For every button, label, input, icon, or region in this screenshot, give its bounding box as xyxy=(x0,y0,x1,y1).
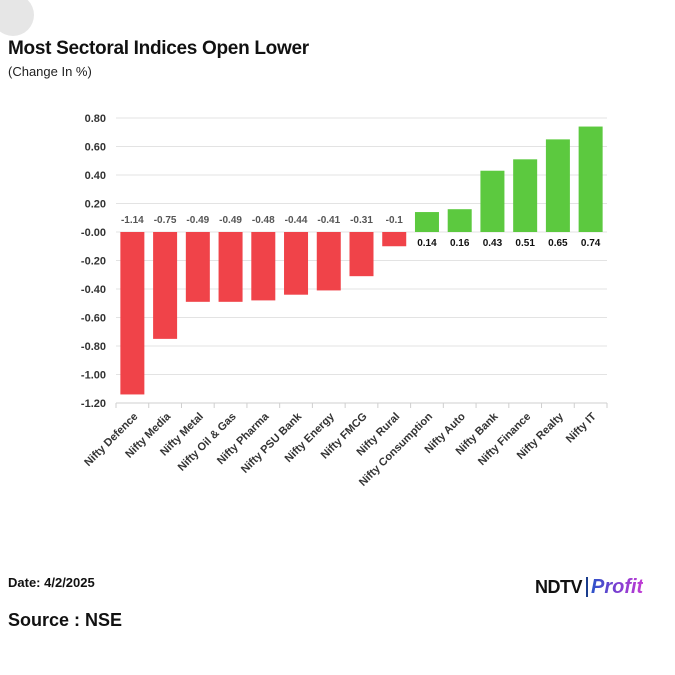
y-tick-label: -0.40 xyxy=(81,284,106,296)
bar xyxy=(480,170,505,232)
data-label: -0.31 xyxy=(350,215,373,226)
bar xyxy=(382,232,407,247)
data-label: -0.41 xyxy=(317,215,340,226)
date-label: Date: 4/2/2025 xyxy=(8,575,95,590)
bar xyxy=(578,126,603,232)
data-label: -0.75 xyxy=(154,215,177,226)
chart-subtitle: (Change In %) xyxy=(8,64,92,79)
x-tick-label: Nifty Oil & Gas xyxy=(176,411,239,474)
data-label: -0.48 xyxy=(252,215,275,226)
y-tick-label: -1.00 xyxy=(81,370,106,382)
data-label: -0.49 xyxy=(186,215,209,226)
bar-chart: 0.80 0.60 0.40 0.20 -0.00 -0.20 -0.40 -0.60 -0.8… xyxy=(81,113,608,489)
logo-ndtv-text: NDTV xyxy=(535,576,583,597)
bar xyxy=(251,232,276,301)
bar xyxy=(185,232,210,302)
bar xyxy=(284,232,309,295)
bar xyxy=(120,232,145,395)
y-tick-label: -0.00 xyxy=(81,227,106,239)
bar xyxy=(218,232,243,302)
data-label: 0.14 xyxy=(417,238,437,249)
ndtv-profit-logo: NDTV Profit xyxy=(535,574,643,600)
y-tick-label: 0.80 xyxy=(85,113,106,125)
logo-profit-text: Profit xyxy=(591,575,644,598)
data-label: 0.16 xyxy=(450,238,470,249)
y-tick-label: -1.20 xyxy=(81,398,106,410)
x-tick-label: Nifty IT xyxy=(564,410,599,445)
data-label: 0.51 xyxy=(515,238,535,249)
y-tick-label: -0.80 xyxy=(81,341,106,353)
source-label: Source : NSE xyxy=(8,610,123,630)
chart-title: Most Sectoral Indices Open Lower xyxy=(8,38,309,59)
bar xyxy=(316,232,341,291)
bar xyxy=(349,232,374,277)
bar xyxy=(513,159,538,232)
y-tick-label: 0.20 xyxy=(85,199,106,211)
bar xyxy=(447,209,472,232)
data-label: -0.44 xyxy=(285,215,308,226)
data-label: 0.43 xyxy=(483,238,503,249)
y-tick-label: 0.40 xyxy=(85,170,106,182)
logo-separator xyxy=(586,577,588,597)
data-label: 0.74 xyxy=(581,238,601,249)
bar xyxy=(153,232,178,339)
data-label: -0.49 xyxy=(219,215,242,226)
bar xyxy=(414,212,439,232)
bar xyxy=(545,139,570,232)
y-tick-label: -0.20 xyxy=(81,256,106,268)
data-label: -0.1 xyxy=(386,215,404,226)
y-tick-label: 0.60 xyxy=(85,142,106,154)
data-label: 0.65 xyxy=(548,238,568,249)
y-tick-label: -0.60 xyxy=(81,313,106,325)
data-label: -1.14 xyxy=(121,215,144,226)
